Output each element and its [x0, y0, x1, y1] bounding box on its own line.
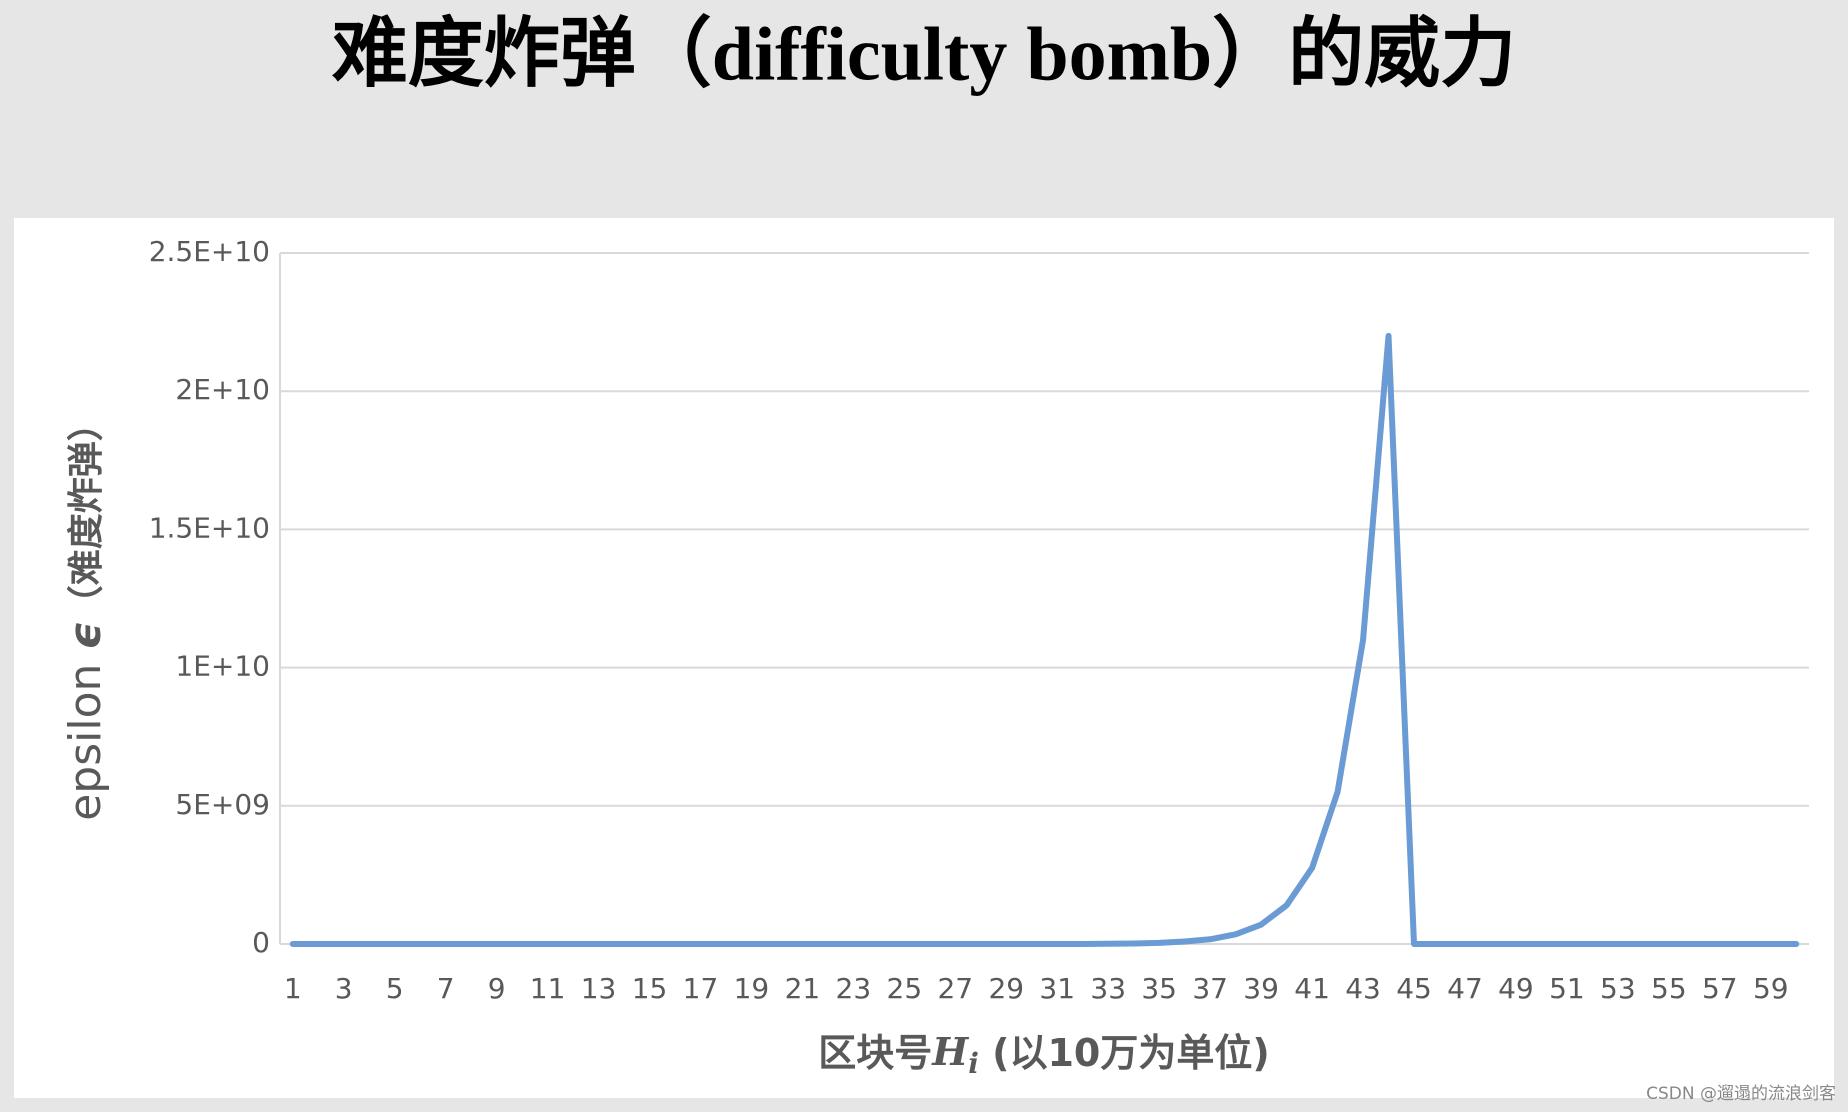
x-tick-label: 13 [581, 972, 617, 1005]
x-tick-label: 21 [785, 972, 821, 1005]
y-label-note: （难度炸弹） [66, 405, 107, 621]
x-tick-label: 5 [386, 972, 404, 1005]
y-axis-label: epsilon ϵ（难度炸弹） [60, 405, 111, 821]
y-label-text: epsilon [60, 650, 111, 821]
x-label-unit: (以10万为单位) [979, 1031, 1270, 1075]
x-tick-label: 11 [530, 972, 566, 1005]
page-title: 难度炸弹（difficulty bomb）的威力 [332, 12, 1516, 96]
x-tick-label: 3 [335, 972, 353, 1005]
y-tick-label: 1.5E+10 [149, 511, 270, 544]
x-label-symbol: H [931, 1029, 969, 1074]
x-tick-label: 17 [683, 972, 719, 1005]
x-tick-label: 7 [437, 972, 455, 1005]
x-tick-label: 19 [734, 972, 770, 1005]
x-tick-label: 59 [1753, 972, 1789, 1005]
watermark: CSDN @遛遢的流浪剑客 [1646, 1084, 1836, 1104]
x-tick-label: 29 [988, 972, 1024, 1005]
x-tick-label: 57 [1702, 972, 1738, 1005]
x-tick-label: 41 [1294, 972, 1330, 1005]
x-tick-label: 43 [1345, 972, 1381, 1005]
x-tick-label: 33 [1090, 972, 1126, 1005]
x-tick-label: 25 [887, 972, 923, 1005]
x-tick-label: 37 [1192, 972, 1228, 1005]
x-tick-label: 23 [836, 972, 872, 1005]
chart-panel [14, 218, 1834, 1098]
x-label-text: 区块号 [818, 1031, 932, 1075]
x-tick-label: 39 [1243, 972, 1279, 1005]
x-tick-label: 1 [284, 972, 302, 1005]
x-tick-label: 53 [1600, 972, 1636, 1005]
x-tick-label: 55 [1651, 972, 1687, 1005]
x-tick-label: 15 [632, 972, 668, 1005]
y-tick-label: 1E+10 [175, 650, 270, 683]
x-tick-label: 49 [1498, 972, 1534, 1005]
line [289, 332, 1800, 947]
x-tick-label: 35 [1141, 972, 1177, 1005]
y-tick-label: 2E+10 [175, 373, 270, 406]
x-tick-label: 31 [1039, 972, 1075, 1005]
x-tick-label: 45 [1396, 972, 1432, 1005]
y-tick-label: 0 [252, 926, 270, 959]
y-tick-label: 2.5E+10 [149, 235, 270, 268]
x-label-subscript: i [968, 1047, 979, 1080]
x-tick-label: 27 [937, 972, 973, 1005]
x-tick-label: 51 [1549, 972, 1585, 1005]
x-tick-label: 9 [488, 972, 506, 1005]
x-tick-label: 47 [1447, 972, 1483, 1005]
x-axis-label: 区块号Hi (以10万为单位) [818, 1029, 1269, 1080]
y-tick-label: 5E+09 [175, 788, 270, 821]
y-label-symbol: ϵ [60, 621, 111, 649]
